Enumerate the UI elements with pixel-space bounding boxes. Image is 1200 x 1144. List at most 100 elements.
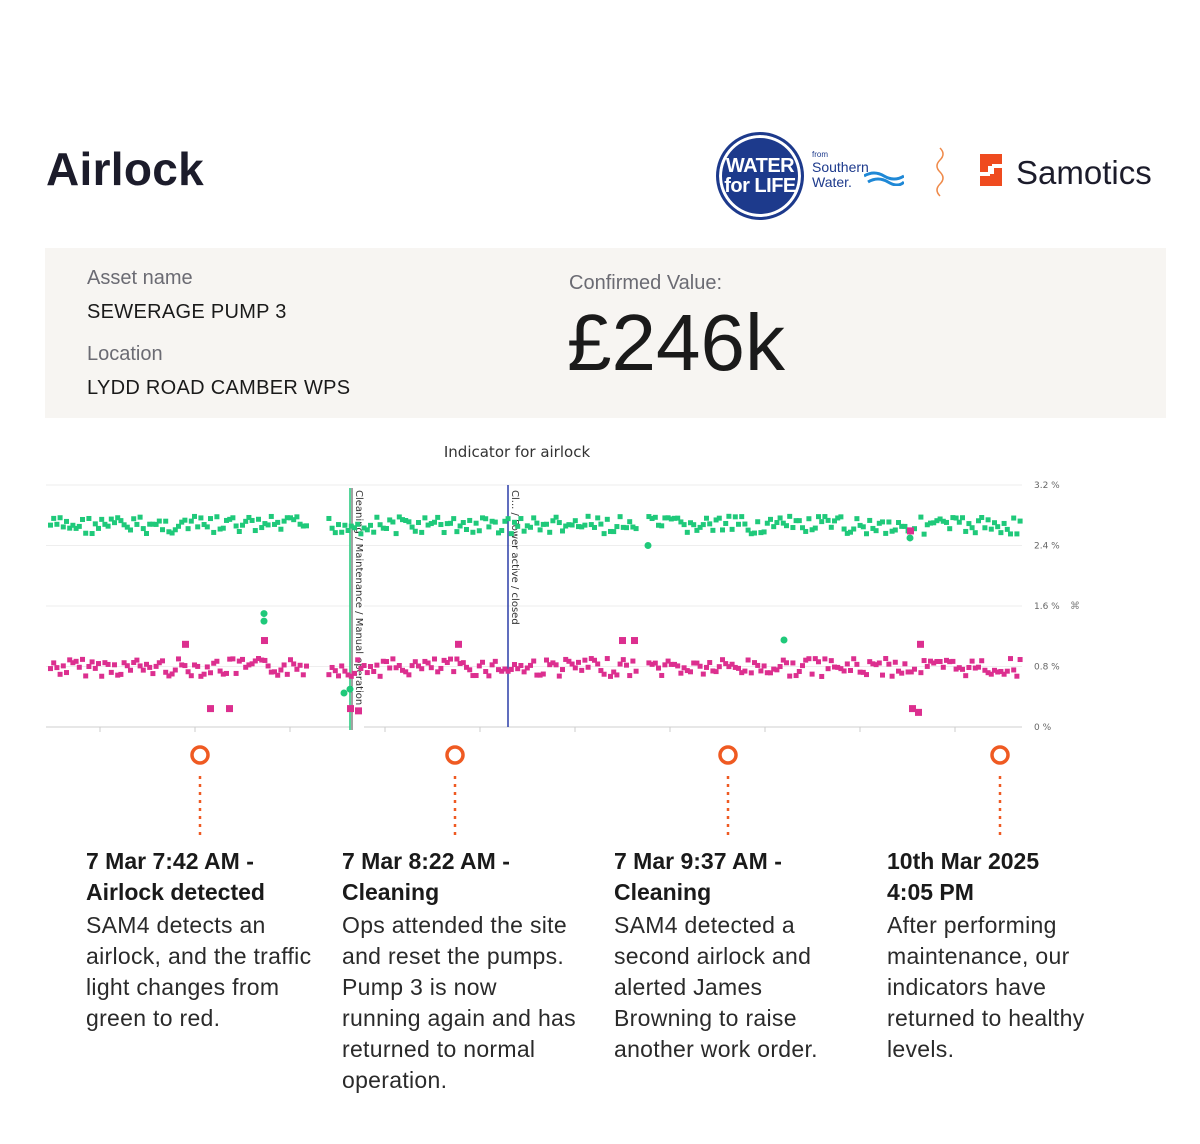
green-point [880,519,885,525]
samotics-logo-icon [980,154,1002,186]
pink-point [528,662,533,668]
asset-name-label: Asset name [87,267,193,289]
pink-point [768,670,773,676]
pink-point [822,656,828,662]
pink-point [748,670,754,676]
pink-point [473,673,479,679]
pink-point [339,663,345,669]
green-point [726,513,732,519]
pink-point [467,667,473,673]
pink-point [278,667,284,673]
pink-point [140,667,146,673]
pink-point [505,668,511,674]
green-point [211,529,217,535]
pink-point [243,664,249,670]
svg-text:⌘: ⌘ [1070,601,1080,612]
pink-point [358,665,364,671]
pink-point [435,669,441,675]
pink-point [694,660,700,666]
green-point [124,524,130,530]
green-point [534,520,540,526]
chart-points [48,513,1023,716]
green-point [665,515,671,521]
pink-point [976,664,981,670]
green-point [793,518,799,524]
green-point [99,516,105,522]
green-point [608,528,613,534]
green-point [499,528,505,534]
pink-point [969,658,975,664]
pink-point [867,659,873,665]
green-point [160,527,165,533]
green-point [339,529,345,535]
green-point [729,526,735,532]
pink-point [233,670,239,676]
pink-point [380,658,386,664]
green-point [214,514,220,520]
pink-point [64,670,69,676]
pink-point [713,669,719,675]
green-point [956,519,962,525]
pink-point [147,664,153,670]
pink-point [262,657,268,663]
pink-point [428,665,434,671]
pink-point [672,661,677,667]
pink-point [281,662,287,668]
green-point [169,530,175,536]
pink-point [112,662,117,668]
y-tick-label: 3.2 % [1034,481,1060,491]
pink-point [937,659,943,665]
green-point [387,517,393,523]
pink-point [172,667,178,673]
green-point [889,528,895,534]
pink-point [870,661,876,667]
pink-point [771,666,777,672]
pink-point [332,668,338,674]
pink-point [153,663,159,669]
green-point [352,525,357,531]
pink-point [764,670,770,676]
pink-point [755,662,761,668]
pink-point [1008,656,1013,662]
green-point [528,524,533,530]
pink-point [886,661,892,667]
green-point [252,528,258,534]
green-point [966,521,972,527]
green-point [108,516,114,522]
pink-point [496,667,501,673]
green-point [553,514,559,520]
green-point [886,519,892,525]
pink-point [512,662,517,668]
pink-point [220,671,226,677]
pink-outlier [207,705,214,713]
green-point [716,515,722,521]
pink-point [563,656,569,662]
green-point [428,521,434,527]
chart-options-icon[interactable]: ⌘ [1070,601,1080,612]
pink-point [921,658,927,664]
green-point [288,515,293,521]
pink-point [294,666,300,672]
green-point [688,520,693,526]
green-point [371,529,377,535]
pink-point [361,663,367,669]
pink-point [102,660,108,666]
green-point [470,529,476,535]
green-point [156,518,162,524]
pink-outlier [909,705,916,713]
green-point [825,517,831,523]
green-point [246,514,252,520]
pink-point [486,673,492,679]
green-point [732,514,738,520]
pink-point [96,661,101,667]
pink-point [377,673,383,679]
asset-name-value: SEWERAGE PUMP 3 [87,301,287,323]
green-point [259,525,265,531]
green-point [243,518,249,524]
pink-point [454,656,460,662]
pink-outlier [182,640,189,648]
green-point [633,526,639,532]
green-point [822,514,828,520]
pink-point [214,658,220,664]
pink-point [198,673,204,679]
